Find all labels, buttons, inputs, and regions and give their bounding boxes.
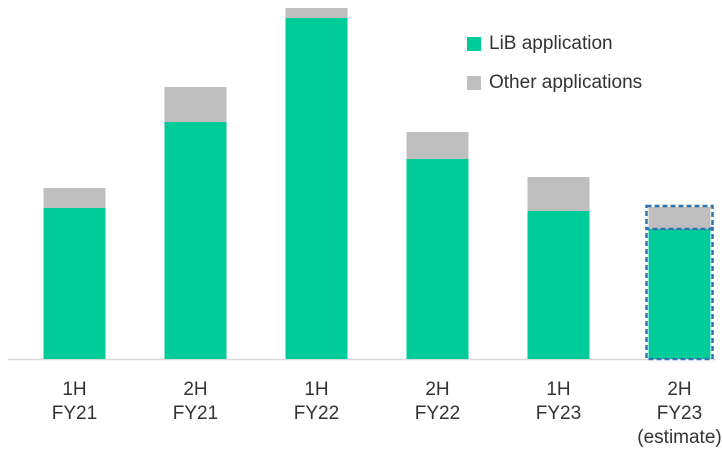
x-tick-label: FY23: [536, 403, 581, 424]
bar-segment: [164, 122, 227, 359]
x-tick-label: FY22: [294, 403, 339, 424]
x-tick-label: 1H: [304, 379, 328, 400]
bar-segment: [43, 188, 106, 208]
x-tick-label: FY21: [52, 403, 97, 424]
x-tick-label: FY22: [415, 403, 460, 424]
bar-segment: [648, 229, 711, 359]
x-tick-label: FY23: [657, 403, 702, 424]
x-tick-label: 1H: [62, 379, 86, 400]
x-tick-label: (estimate): [637, 427, 721, 448]
bar-segment: [43, 208, 106, 359]
x-tick-label: FY21: [173, 403, 218, 424]
bar-segment: [406, 159, 469, 359]
x-tick-label: 2H: [183, 379, 207, 400]
highlight-outline: [645, 204, 714, 231]
legend-swatch: [467, 76, 481, 90]
bar-segment: [164, 87, 227, 122]
bar-segment: [285, 8, 348, 18]
bar-segment: [648, 207, 711, 229]
bar-segment: [406, 132, 469, 159]
x-tick-label: 2H: [667, 379, 691, 400]
bar-segment: [527, 211, 590, 359]
legend-label: Other applications: [489, 72, 642, 93]
bar-segment: [285, 18, 348, 359]
bar-segment: [527, 177, 590, 211]
legend-label: LiB application: [489, 33, 613, 54]
x-tick-label: 1H: [546, 379, 570, 400]
x-tick-label: 2H: [425, 379, 449, 400]
legend-swatch: [467, 37, 481, 51]
